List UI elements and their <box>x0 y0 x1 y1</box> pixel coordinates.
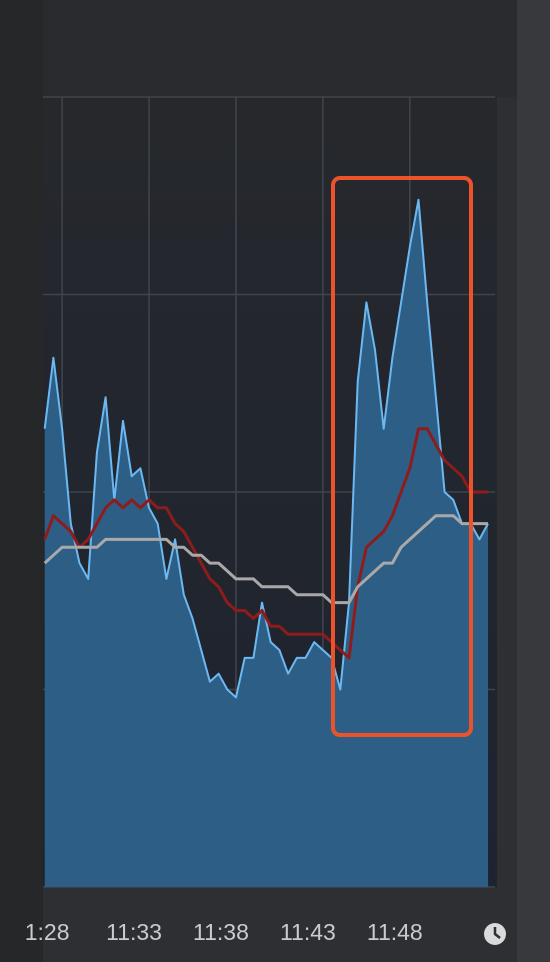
line <box>43 198 489 699</box>
line <box>43 514 488 605</box>
x-tick-label: 11:43 <box>280 919 336 945</box>
highlight-box <box>331 176 473 737</box>
clock-icon <box>484 923 506 945</box>
header <box>43 0 517 97</box>
left-strip <box>0 0 43 962</box>
x-tick-label: 1:28 <box>25 919 70 945</box>
x-tick-label: 11:38 <box>193 919 249 945</box>
right-strip <box>517 0 550 962</box>
x-tick-label: 11:33 <box>106 919 162 945</box>
x-tick-label: 11:48 <box>367 919 423 945</box>
line <box>43 427 488 660</box>
